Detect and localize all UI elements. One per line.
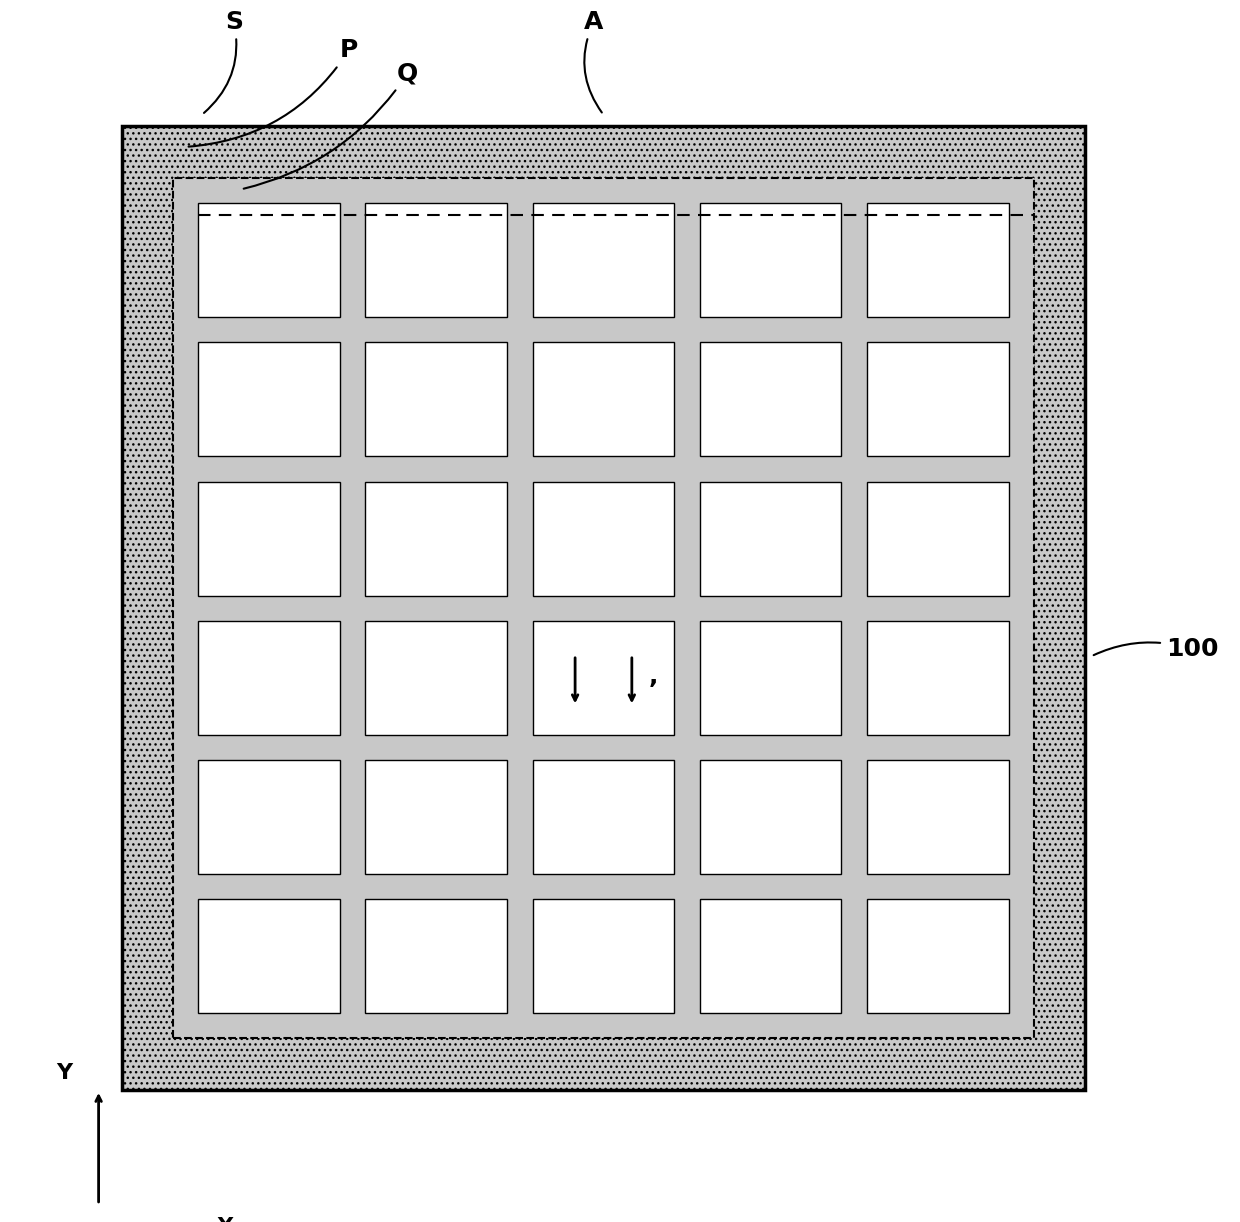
Bar — [867, 621, 1008, 734]
Bar — [174, 178, 198, 1039]
Bar — [174, 178, 1034, 203]
Bar — [198, 481, 340, 595]
Bar — [198, 203, 340, 316]
Bar — [867, 899, 1008, 1013]
Bar — [532, 899, 675, 1013]
Bar — [366, 481, 507, 595]
Bar — [198, 899, 340, 1013]
Text: Q: Q — [244, 61, 418, 188]
Text: S: S — [203, 10, 243, 112]
Bar — [532, 342, 675, 456]
Text: 100: 100 — [1094, 638, 1218, 661]
Bar — [122, 126, 1085, 1090]
Bar — [532, 203, 675, 316]
Bar — [699, 203, 842, 316]
Bar — [174, 1013, 1034, 1039]
Bar — [366, 342, 507, 456]
Bar — [174, 595, 1034, 621]
Text: A: A — [584, 10, 604, 112]
Bar — [198, 342, 340, 456]
Bar — [842, 178, 867, 1039]
Text: X: X — [216, 1217, 233, 1222]
Bar — [699, 899, 842, 1013]
Bar — [507, 178, 532, 1039]
Bar — [675, 178, 699, 1039]
Bar — [366, 621, 507, 734]
Bar — [366, 203, 507, 316]
Bar — [366, 760, 507, 874]
Bar — [174, 874, 1034, 899]
Bar — [198, 760, 340, 874]
Bar — [867, 760, 1008, 874]
Bar — [532, 760, 675, 874]
Text: P: P — [188, 38, 358, 147]
Bar — [174, 734, 1034, 760]
Bar — [174, 456, 1034, 481]
Bar — [366, 899, 507, 1013]
Bar — [122, 126, 1085, 1090]
Bar — [867, 203, 1008, 316]
Bar — [867, 342, 1008, 456]
Bar — [532, 621, 675, 734]
Bar — [532, 481, 675, 595]
Bar — [699, 760, 842, 874]
Bar — [1008, 178, 1034, 1039]
Text: Y: Y — [56, 1063, 72, 1083]
Bar — [867, 481, 1008, 595]
Bar — [174, 316, 1034, 342]
Text: ,: , — [649, 665, 658, 688]
Bar — [340, 178, 366, 1039]
Bar — [699, 481, 842, 595]
Bar — [699, 621, 842, 734]
Bar — [198, 621, 340, 734]
Bar — [699, 342, 842, 456]
